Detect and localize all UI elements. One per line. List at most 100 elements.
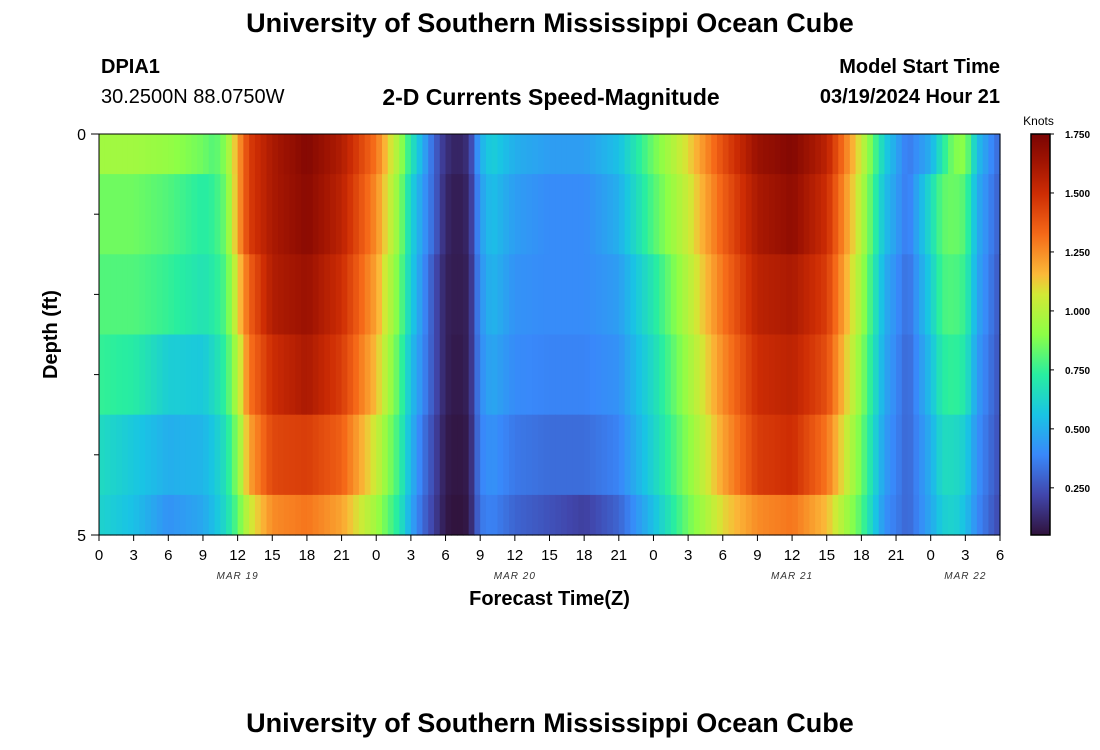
heatmap-cell	[543, 134, 551, 175]
heatmap-cell	[745, 494, 753, 536]
heatmap-cell	[410, 174, 418, 255]
heatmap-cell	[722, 414, 730, 496]
heatmap-cell	[503, 414, 510, 496]
x-tick-label: 21	[333, 547, 350, 564]
heatmap-cell	[745, 414, 753, 496]
heatmap-cell	[976, 174, 984, 255]
heatmap-cell	[272, 174, 279, 255]
heatmap-cell	[445, 334, 452, 416]
heatmap-cell	[301, 254, 308, 336]
heatmap-cell	[278, 174, 285, 255]
heatmap-cell	[630, 254, 637, 336]
heatmap-cell	[867, 134, 874, 175]
heatmap-cell	[364, 334, 372, 416]
heatmap-cell	[763, 334, 770, 416]
heatmap-cell	[647, 134, 655, 175]
heatmap-cell	[688, 494, 695, 536]
heatmap-cell	[306, 414, 314, 496]
heatmap-cell	[410, 494, 418, 536]
heatmap-cell	[595, 174, 603, 255]
heatmap-cell	[324, 414, 331, 496]
heatmap-cell	[278, 494, 285, 536]
heatmap-cell	[358, 254, 366, 336]
x-tick-label: 18	[576, 547, 593, 564]
heatmap-cell	[589, 134, 597, 175]
heatmap-cell	[630, 334, 637, 416]
heatmap-cell	[878, 334, 886, 416]
heatmap-cell	[127, 414, 135, 496]
heatmap-cell	[110, 254, 117, 336]
heatmap-cell	[896, 134, 903, 175]
heatmap-cell	[653, 334, 660, 416]
axes: 0 3 6 9 12 15 18 21 0 3 6 9 12 15 18 21 0 3 6 9 12 15 18 21 0 3 6M…	[77, 127, 1004, 582]
heatmap-cell	[976, 254, 984, 336]
heatmap-cell	[433, 134, 441, 175]
heatmap-cell	[959, 134, 966, 175]
heatmap-cell	[584, 334, 591, 416]
heatmap-cell	[549, 174, 556, 255]
heatmap-cell	[289, 334, 296, 416]
heatmap-cell	[347, 254, 354, 336]
x-tick-label: 0	[649, 547, 657, 564]
heatmap-cell	[716, 134, 724, 175]
heatmap-cell	[283, 334, 291, 416]
date-label: MAR 19	[217, 571, 259, 582]
heatmap-cell	[797, 334, 805, 416]
heatmap-cell	[641, 494, 649, 536]
heatmap-cell	[272, 254, 279, 336]
heatmap-cell	[861, 134, 868, 175]
heatmap-cell	[358, 414, 366, 496]
heatmap-cell	[809, 414, 816, 496]
heatmap-cell	[174, 254, 181, 336]
heatmap-cell	[705, 334, 712, 416]
heatmap-cell	[480, 414, 487, 496]
heatmap-cell	[809, 254, 816, 336]
heatmap-cell	[122, 174, 129, 255]
heatmap-cell	[526, 494, 533, 536]
x-tick-label: 3	[129, 547, 137, 564]
heatmap-cell	[382, 334, 389, 416]
heatmap-cell	[231, 494, 239, 536]
heatmap-cell	[393, 254, 400, 336]
heatmap-cell	[768, 494, 776, 536]
heatmap-cell	[786, 414, 793, 496]
heatmap-cell	[301, 134, 308, 175]
heatmap-cell	[335, 254, 343, 336]
heatmap-cell	[122, 134, 129, 175]
heatmap-cell	[405, 494, 412, 536]
heatmap-cell	[445, 174, 452, 255]
heatmap-cell	[485, 494, 493, 536]
heatmap-cell	[405, 174, 412, 255]
heatmap-cell	[728, 414, 735, 496]
heatmap-cell	[676, 334, 683, 416]
heatmap-cell	[139, 494, 146, 536]
heatmap-cell	[728, 334, 735, 416]
heatmap-cell	[428, 414, 435, 496]
heatmap-cell	[99, 134, 106, 175]
heatmap-cell	[162, 174, 169, 255]
heatmap-cell	[647, 414, 655, 496]
heatmap-cell	[110, 134, 117, 175]
heatmap-cell	[953, 174, 961, 255]
heatmap-cell	[543, 334, 551, 416]
heatmap-cell	[237, 174, 244, 255]
heatmap-cell	[162, 414, 169, 496]
heatmap-cell	[676, 494, 683, 536]
heatmap-cell	[942, 334, 949, 416]
heatmap-cell	[693, 254, 701, 336]
heatmap-cell	[185, 334, 193, 416]
heatmap-cell	[641, 334, 649, 416]
heatmap-cell	[942, 414, 949, 496]
heatmap-cell	[133, 254, 141, 336]
heatmap-cell	[358, 174, 366, 255]
heatmap-cell	[555, 174, 562, 255]
heatmap-cell	[532, 254, 539, 336]
heatmap-cell	[382, 414, 389, 496]
heatmap-cell	[763, 494, 770, 536]
heatmap-cell	[890, 254, 897, 336]
heatmap-cell	[601, 254, 608, 336]
heatmap-cell	[890, 414, 897, 496]
heatmap-cell	[301, 334, 308, 416]
page-title: University of Southern Mississippi Ocean…	[246, 8, 854, 38]
heatmap-cell	[335, 134, 343, 175]
